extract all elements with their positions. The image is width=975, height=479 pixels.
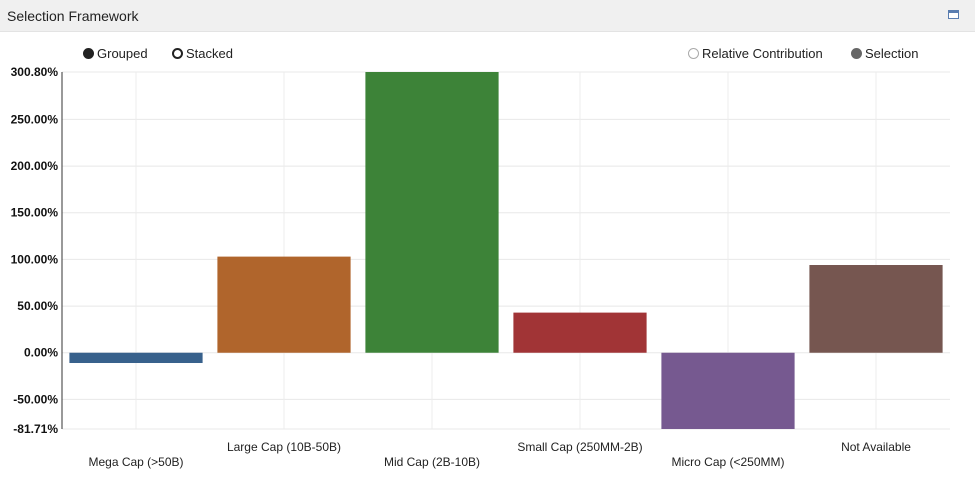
y-tick-label: 100.00% xyxy=(11,252,59,266)
bar xyxy=(809,265,943,353)
y-tick-label: -81.71% xyxy=(13,422,58,436)
legend-relative-contribution-label: Relative Contribution xyxy=(702,46,823,61)
x-tick-label: Mega Cap (>50B) xyxy=(88,455,183,469)
legend-selection[interactable]: Selection xyxy=(851,46,918,62)
legend-selection-label: Selection xyxy=(865,46,919,61)
maximize-icon[interactable] xyxy=(948,10,959,19)
legend-grouped[interactable]: Grouped xyxy=(83,46,148,62)
bar xyxy=(661,352,795,429)
y-tick-label: 0.00% xyxy=(24,346,58,360)
y-tick-label: 250.00% xyxy=(11,112,59,126)
bar xyxy=(69,352,203,364)
hollow-circle-icon[interactable] xyxy=(172,48,183,59)
x-tick-label: Micro Cap (<250MM) xyxy=(671,455,784,469)
y-tick-label: 50.00% xyxy=(17,299,58,313)
panel-title: Selection Framework xyxy=(7,8,139,24)
legend-stacked[interactable]: Stacked xyxy=(172,46,233,62)
x-tick-label: Not Available xyxy=(841,440,911,454)
y-tick-label: 300.80% xyxy=(11,65,59,79)
filled-circle-icon[interactable] xyxy=(851,48,862,59)
y-tick-label: 200.00% xyxy=(11,159,59,173)
legend-grouped-label: Grouped xyxy=(97,46,148,61)
legend-stacked-label: Stacked xyxy=(186,46,233,61)
x-tick-label: Large Cap (10B-50B) xyxy=(227,440,341,454)
legend-relative-contribution[interactable]: Relative Contribution xyxy=(688,46,823,62)
bar xyxy=(365,72,499,353)
x-tick-label: Small Cap (250MM-2B) xyxy=(517,440,642,454)
bar xyxy=(217,256,351,353)
filled-circle-icon[interactable] xyxy=(83,48,94,59)
y-tick-label: 150.00% xyxy=(11,206,59,220)
hollow-circle-icon[interactable] xyxy=(688,48,699,59)
panel-header: Selection Framework xyxy=(0,0,975,32)
bar xyxy=(513,312,647,353)
x-tick-label: Mid Cap (2B-10B) xyxy=(384,455,480,469)
y-tick-label: -50.00% xyxy=(13,392,58,406)
